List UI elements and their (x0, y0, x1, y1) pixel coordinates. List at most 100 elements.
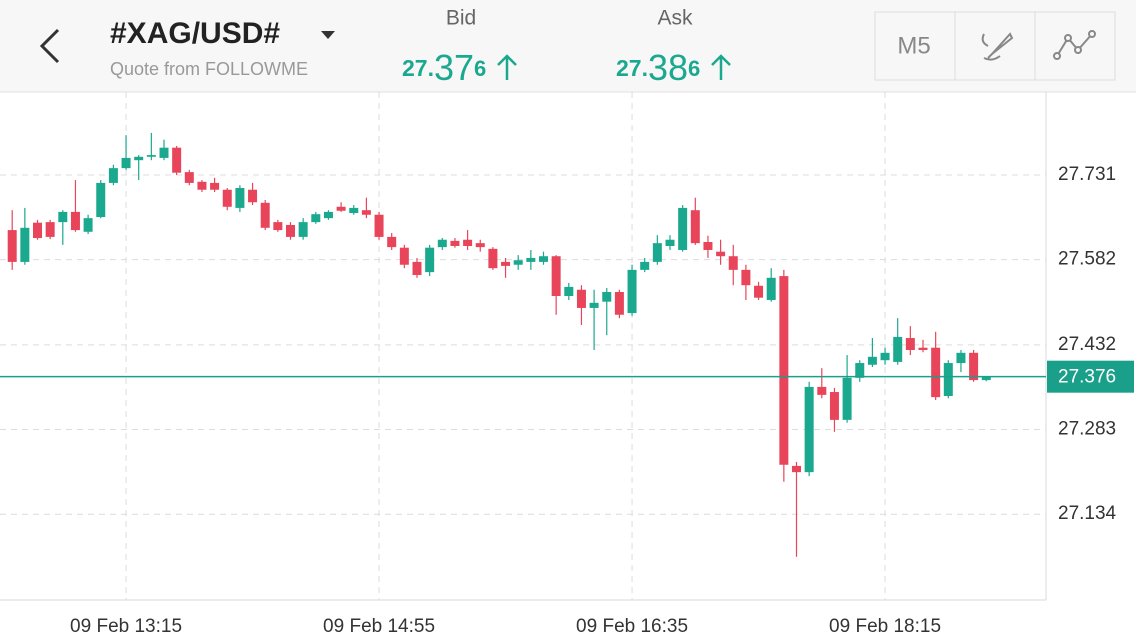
candle-body (665, 239, 675, 246)
bid-price-part: 27. (402, 55, 434, 81)
candle-body (918, 347, 928, 350)
x-tick-label: 09 Feb 13:15 (70, 616, 182, 637)
candle-body (222, 189, 232, 207)
current-price-label: 27.376 (1058, 367, 1116, 388)
candle-body (792, 465, 801, 473)
candle-body (690, 210, 700, 244)
candle-body (817, 386, 827, 395)
toolbar (874, 11, 1116, 81)
plot-area: 27.731 27.582 27.432 27.283 27.134 09 Feb 13:… (0, 92, 1134, 637)
candle-body (652, 243, 662, 262)
candle-body (981, 376, 991, 381)
candle-body (425, 247, 435, 273)
candle-body (463, 239, 473, 246)
candle-body (716, 251, 726, 257)
candle-body (361, 210, 371, 215)
candle-body (387, 236, 397, 248)
y-tick-label: 27.731 (1058, 164, 1116, 185)
ask-price-part: 27. (616, 55, 648, 81)
candle-body (248, 189, 258, 203)
candle-body (703, 242, 713, 250)
candle-body (741, 269, 751, 286)
ask-price: 27.386 (616, 47, 700, 88)
candle-body (323, 211, 333, 219)
candle-body (20, 227, 30, 262)
x-tick-label: 09 Feb 14:55 (323, 616, 435, 637)
timeframe-button[interactable]: M5 (897, 32, 930, 59)
candle-body (779, 276, 789, 465)
candle-body (589, 302, 599, 308)
candle-body (475, 243, 485, 248)
candle-body (526, 257, 536, 262)
candle-body (437, 239, 447, 248)
candle-body (210, 182, 220, 190)
candle-body (829, 392, 839, 420)
candle-body (260, 202, 270, 228)
candle-body (450, 240, 460, 246)
candle-body (298, 222, 308, 237)
candle-body (754, 285, 764, 298)
candle-body (311, 214, 321, 223)
candle-body (273, 222, 283, 231)
current-price-tag (1047, 360, 1134, 393)
symbol-dropdown[interactable] (321, 31, 335, 39)
candle-body (121, 157, 131, 169)
candle-body (576, 289, 586, 308)
candle-body (159, 147, 169, 158)
candle-body (804, 386, 814, 473)
candle-body (33, 222, 42, 239)
candle-body (172, 147, 182, 173)
candle-body (551, 256, 561, 296)
candle-body (931, 347, 941, 398)
bid-price: 27.376 (402, 47, 486, 88)
y-tick-label: 27.283 (1058, 419, 1116, 440)
candle-body (83, 218, 93, 232)
candle-body (640, 261, 650, 270)
bid-up-arrow (497, 54, 517, 80)
candle-body (412, 261, 422, 275)
candle-body (842, 377, 852, 420)
candle-body (501, 261, 511, 266)
candle-body (58, 211, 68, 223)
candle-body (855, 363, 865, 378)
candle-body (70, 211, 80, 231)
candle-body (374, 214, 384, 237)
candle-body (614, 292, 624, 315)
y-tick-label: 27.432 (1058, 334, 1116, 355)
y-tick-label: 27.134 (1058, 503, 1117, 524)
draw-tool-button[interactable] (981, 32, 1014, 61)
candle-body (905, 338, 915, 350)
candle-body (956, 352, 966, 364)
candle-body (627, 269, 637, 314)
ask-price-part: 38 (648, 47, 688, 88)
candle-body (678, 207, 688, 250)
candle-body (867, 356, 877, 365)
candle-body (766, 277, 776, 300)
candle-body (728, 256, 738, 270)
candle-body (564, 286, 574, 296)
candle-body (399, 247, 409, 265)
candle-body (539, 256, 548, 262)
candle-body (969, 352, 979, 381)
indicator-button[interactable] (1053, 30, 1096, 60)
ask-up-arrow (711, 54, 731, 80)
quote-source: Quote from FOLLOWME (110, 59, 308, 79)
candle-body (880, 352, 890, 361)
candle-body (286, 224, 295, 237)
candle-body (893, 336, 903, 362)
ask-label: Ask (657, 7, 693, 30)
candle-body (513, 260, 523, 265)
candle-body (108, 168, 118, 183)
candle-body (488, 248, 498, 269)
symbol[interactable]: #XAG/USD# (110, 17, 280, 50)
candle-body (134, 156, 144, 161)
back-button[interactable] (39, 28, 60, 64)
candle-body (184, 172, 194, 183)
candle-body (602, 292, 612, 302)
y-tick-label: 27.582 (1058, 249, 1116, 270)
candle-body (146, 155, 156, 157)
bid-price-part: 37 (434, 47, 474, 88)
candle-body (235, 188, 245, 208)
